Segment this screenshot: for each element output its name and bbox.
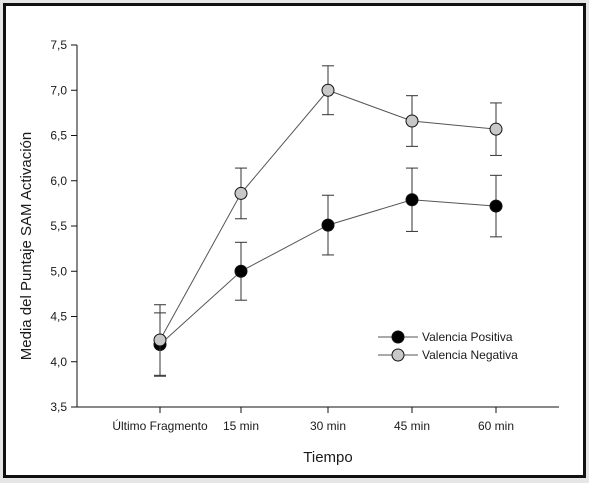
y-tick-label: 5,5: [50, 219, 67, 233]
figure-frame: [3, 3, 586, 478]
data-point: [405, 193, 419, 207]
legend-label: Valencia Negativa: [422, 348, 518, 362]
series-valencia-positiva: [153, 167, 503, 377]
data-point: [321, 83, 335, 97]
data-point: [489, 199, 503, 213]
y-tick-label: 7,5: [50, 38, 67, 52]
x-tick-label: 30 min: [310, 419, 346, 433]
y-tick-label: 4,0: [50, 355, 67, 369]
series-layer: [153, 65, 503, 377]
x-tick-label: 60 min: [478, 419, 514, 433]
y-tick-label: 3,5: [50, 400, 67, 414]
y-tick-label: 6,5: [50, 129, 67, 143]
y-tick-label: 6,0: [50, 174, 67, 188]
series-valencia-negativa: [153, 65, 503, 376]
data-point: [234, 186, 248, 200]
y-tick-label: 4,5: [50, 310, 67, 324]
legend: Valencia Positiva Valencia Negativa: [378, 330, 518, 362]
x-axis-title: Tiempo: [303, 449, 352, 466]
legend-label: Valencia Positiva: [422, 330, 513, 344]
data-point: [234, 264, 248, 278]
legend-marker: [391, 348, 405, 362]
y-tick-label: 5,0: [50, 264, 67, 278]
x-tick-label: Último Fragmento: [112, 418, 208, 433]
data-point: [321, 218, 335, 232]
y-axis-title: Media del Puntaje SAM Activación: [18, 132, 35, 360]
x-tick-label: 15 min: [223, 419, 259, 433]
y-tick-label: 7,0: [50, 83, 67, 97]
data-point: [489, 122, 503, 136]
x-tick-label: 45 min: [394, 419, 430, 433]
data-point: [405, 114, 419, 128]
data-point: [153, 333, 167, 347]
axes: 3,5 4,0 4,5 5,0 5,5 6,0 6,5 7,0 7,5 Último Fragme…: [50, 38, 559, 433]
legend-marker: [391, 330, 405, 344]
